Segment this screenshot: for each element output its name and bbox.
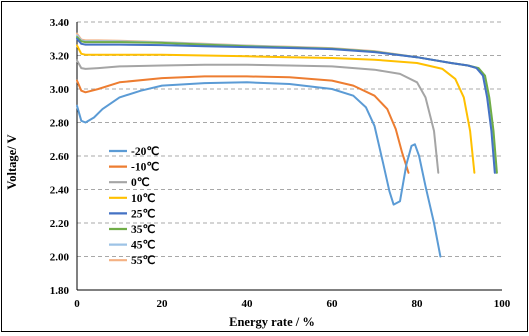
- legend-label: -20℃: [131, 145, 159, 158]
- axes: [76, 22, 502, 291]
- y-tick-label: 2.40: [50, 185, 70, 197]
- x-tick-label: 0: [74, 298, 80, 310]
- x-axis-label: Energy rate / %: [229, 315, 315, 329]
- series-lines: [76, 32, 498, 258]
- x-tick-label: 40: [242, 298, 254, 310]
- legend-label: 25℃: [131, 207, 156, 220]
- y-tick-label: 2.20: [50, 218, 70, 230]
- series-line: [76, 75, 410, 174]
- y-tick-label: 3.20: [50, 51, 70, 63]
- legend-label: 55℃: [131, 254, 156, 267]
- legend-label: 10℃: [131, 192, 156, 205]
- x-tick-label: 80: [412, 298, 424, 310]
- legend: -20℃ -10℃ 0℃ 10℃ 25℃ 35℃ 45℃ 55℃: [109, 145, 159, 267]
- legend-label: 35℃: [131, 223, 156, 236]
- y-tick-label: 2.80: [50, 118, 70, 130]
- series-line: [76, 81, 442, 258]
- series-line: [76, 37, 496, 174]
- x-tick-label: 100: [494, 298, 511, 310]
- legend-label: 45℃: [131, 239, 156, 252]
- y-tick-label: 3.00: [50, 84, 70, 96]
- y-axis-label: Voltage/ V: [5, 134, 19, 189]
- y-tick-label: 2.60: [50, 151, 70, 163]
- legend-label: -10℃: [131, 161, 159, 174]
- y-tick-label: 2.00: [50, 252, 70, 264]
- x-tick-label: 20: [157, 298, 169, 310]
- legend-label: 0℃: [131, 176, 150, 189]
- series-line: [76, 44, 476, 174]
- chart-canvas: 1.80 2.00 2.20 2.40 2.60 2.80 3.00 3.20 3.40 0 20 4…: [5, 17, 511, 329]
- series-line: [76, 59, 440, 174]
- y-tick-label: 3.40: [50, 17, 70, 29]
- ticks: 1.80 2.00 2.20 2.40 2.60 2.80 3.00 3.20 3.40 0 20 4…: [50, 17, 511, 310]
- x-tick-label: 60: [327, 298, 339, 310]
- y-tick-label: 1.80: [50, 285, 70, 297]
